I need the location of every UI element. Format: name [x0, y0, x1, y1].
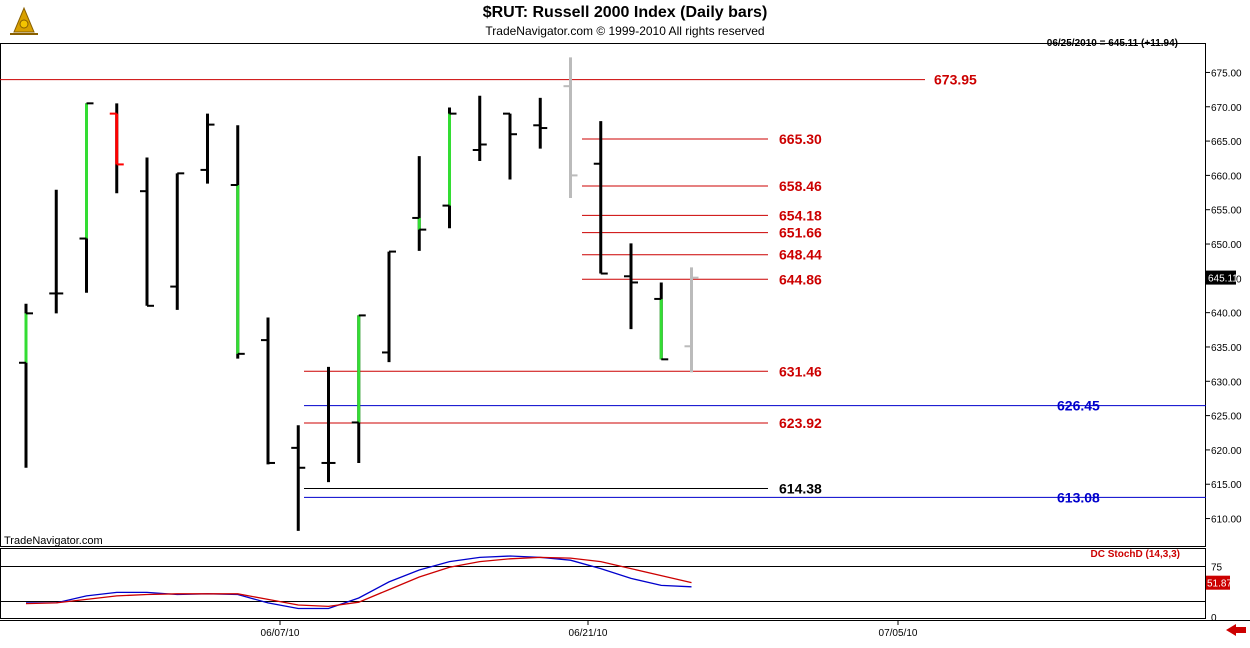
ohlc-bar: [684, 267, 699, 373]
sextant-logo-icon: [10, 6, 38, 35]
y-tick-label: 610.00: [1211, 515, 1242, 526]
indicator-plot-frame: [0, 548, 1206, 619]
level-label: 626.45: [1057, 398, 1100, 414]
ohlc-bar: [442, 107, 457, 229]
ohlc-bar: [321, 366, 336, 483]
ohlc-bar: [593, 121, 608, 275]
scroll-left-icon[interactable]: [1226, 624, 1246, 636]
level-label: 658.46: [779, 178, 822, 194]
chart-subtitle: TradeNavigator.com © 1999-2010 All right…: [485, 24, 765, 38]
ohlc-bar: [624, 243, 638, 330]
ohlc-bar: [563, 57, 578, 199]
level-label: 631.46: [779, 363, 822, 379]
stoch-series-line: [25, 556, 692, 608]
ohlc-bar: [291, 425, 306, 531]
y-tick-label: 625.00: [1211, 412, 1242, 423]
level-label: 644.86: [779, 271, 822, 287]
x-tick-label: 07/05/10: [879, 628, 918, 639]
chart-title: $RUT: Russell 2000 Index (Daily bars): [482, 4, 768, 21]
ohlc-bar: [230, 125, 245, 359]
ohlc-bar: [472, 95, 487, 161]
x-tick-label: 06/07/10: [261, 628, 300, 639]
ohlc-bar: [654, 282, 669, 361]
stoch-tick-label: 0: [1211, 613, 1217, 624]
y-tick-label: 660.00: [1211, 171, 1242, 182]
level-label: 648.44: [779, 247, 822, 263]
stoch-tick-label: 75: [1211, 563, 1223, 574]
main-plot-frame: [0, 43, 1206, 547]
stoch-series-line: [26, 555, 692, 610]
ohlc-bar: [382, 250, 396, 363]
level-label: 614.38: [779, 480, 822, 496]
y-tick-label: 670.00: [1211, 103, 1242, 114]
ohlc-bar: [140, 157, 154, 307]
y-tick-label: 650.00: [1211, 240, 1242, 251]
y-tick-label: 615.00: [1211, 480, 1242, 491]
x-tick-label: 06/21/10: [569, 628, 608, 639]
ohlc-bar: [49, 189, 64, 314]
level-label: 654.18: [779, 207, 822, 223]
level-label: 623.92: [779, 415, 822, 431]
y-tick-label: 675.00: [1211, 68, 1242, 79]
last-price-box: [1206, 270, 1236, 285]
last-price-status: 06/25/2010 = 645.11 (+11.94): [1046, 38, 1178, 49]
ohlc-bar: [200, 113, 215, 184]
level-label: 665.30: [779, 131, 822, 147]
level-label: 613.08: [1057, 489, 1100, 505]
y-tick-label: 655.00: [1211, 206, 1242, 217]
ohlc-bar: [533, 97, 548, 149]
level-label: 651.66: [779, 225, 822, 241]
ohlc-bar: [503, 112, 517, 180]
ohlc-bar: [351, 314, 366, 463]
stoch-indicator-label: DC StochD (14,3,3): [1090, 549, 1180, 560]
ohlc-bar: [170, 172, 185, 310]
ohlc-bar: [79, 102, 94, 293]
stoch-value-label: 51.87: [1207, 579, 1232, 590]
y-tick-label: 665.00: [1211, 137, 1242, 148]
y-tick-label: 640.00: [1211, 309, 1242, 320]
y-tick-label: 630.00: [1211, 377, 1242, 388]
y-tick-label: 635.00: [1211, 343, 1242, 354]
ohlc-bar: [261, 317, 275, 465]
stoch-value-box: [1206, 575, 1230, 590]
ohlc-bar: [19, 303, 33, 468]
y-tick-label: 620.00: [1211, 446, 1242, 457]
level-label: 673.95: [934, 72, 977, 88]
last-price-label: 645.11: [1208, 274, 1238, 285]
ohlc-bar: [109, 103, 124, 194]
ohlc-bar: [412, 156, 427, 251]
watermark: TradeNavigator.com: [4, 535, 103, 547]
